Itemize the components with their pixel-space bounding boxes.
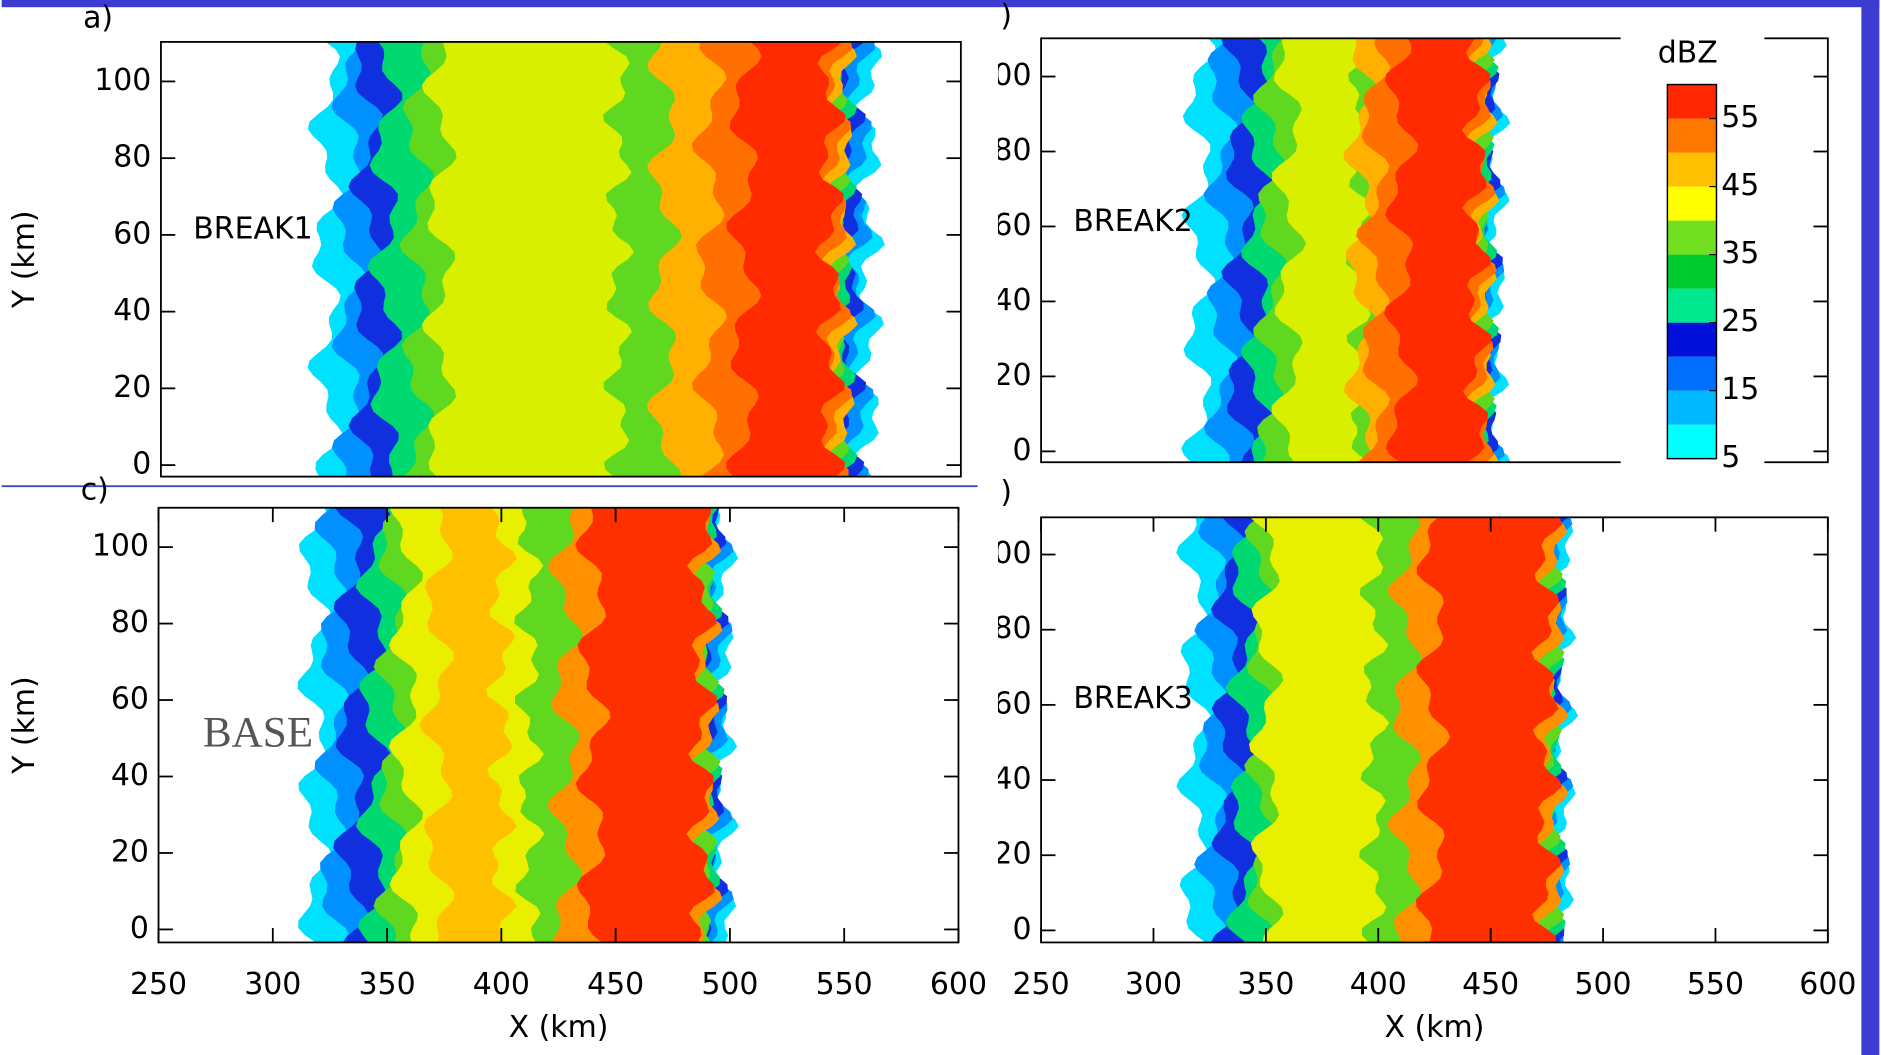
- reflectivity-field: [297, 507, 739, 943]
- colorbar-band: [1667, 322, 1717, 357]
- x-tick-label: 450: [587, 967, 644, 1002]
- reflectivity-band: [1415, 517, 1563, 943]
- y-axis-label: Y (km): [7, 210, 42, 309]
- plot-frame: [1040, 516, 1829, 944]
- reflectivity-band: [1248, 517, 1390, 943]
- panel-title: BASE: [203, 709, 313, 756]
- x-tick-label: 250: [130, 967, 187, 1002]
- x-tick-label: 400: [473, 967, 530, 1002]
- y-tick-label: 100: [974, 58, 1031, 93]
- colorbar-tick-label: 55: [1721, 100, 1759, 135]
- plot-frame: [1040, 37, 1829, 464]
- colorbar-tick-label: 15: [1721, 372, 1759, 407]
- y-tick-label: 20: [993, 837, 1031, 872]
- colorbar-title: dBZ: [1658, 35, 1718, 70]
- panel: 0 20 40 60 80 100 250 300 350 400 450 500 550 600 X (k…: [7, 472, 987, 1045]
- y-tick-label: 20: [111, 834, 149, 869]
- colorbar-band: [1667, 356, 1717, 391]
- colorbar-frame: [1666, 83, 1718, 460]
- colorbar-band: [1667, 424, 1717, 459]
- colorbar-band: [1667, 254, 1717, 289]
- y-tick-label: 40: [111, 758, 149, 793]
- colorbar-band: [1667, 152, 1717, 187]
- panel-label: ): [1000, 475, 1012, 510]
- panel-title: BREAK2: [1073, 204, 1192, 239]
- reflectivity-band: [575, 507, 717, 943]
- colorbar-band: [1667, 118, 1717, 153]
- y-tick-label: 80: [113, 140, 151, 175]
- y-tick-label: 0: [1012, 433, 1031, 468]
- colorbar-band: [1667, 186, 1717, 221]
- x-tick-label: 600: [930, 967, 987, 1002]
- x-tick-label: 600: [1799, 967, 1856, 1002]
- reflectivity-band: [421, 41, 635, 477]
- reflectivity-field: [1181, 38, 1511, 463]
- panel-label: ): [1000, 0, 1012, 33]
- y-tick-label: 60: [113, 216, 151, 251]
- panel: 0 20 40 60 80 100 Y (km) a) BREAK1: [7, 1, 962, 482]
- y-tick-label: 100: [94, 63, 151, 98]
- y-tick-label: 0: [132, 447, 151, 482]
- colorbar-tick-label: 25: [1721, 304, 1759, 339]
- y-tick-label: 80: [993, 133, 1031, 168]
- x-tick-label: 550: [1687, 967, 1744, 1002]
- panel: 0 20 40 60 80 100) BREAK2: [974, 0, 1829, 468]
- y-tick-label: 100: [92, 529, 149, 564]
- plot-frame: [160, 41, 962, 478]
- y-tick-label: 100: [974, 536, 1031, 571]
- frame-bar: [1861, 0, 1880, 1055]
- y-tick-label: 60: [993, 208, 1031, 243]
- colorbar-tick-label: 35: [1721, 236, 1759, 271]
- reflectivity-band: [726, 41, 846, 477]
- colorbar-band: [1667, 390, 1717, 425]
- panel: 0 20 40 60 80 100 250 300 350 400 450 500 550 600 X (k…: [974, 475, 1856, 1045]
- x-tick-label: 300: [244, 967, 301, 1002]
- y-tick-label: 0: [1012, 912, 1031, 947]
- y-tick-label: 20: [113, 370, 151, 405]
- x-tick-label: 400: [1350, 967, 1407, 1002]
- reflectivity-band: [1383, 38, 1492, 463]
- panel-label: a): [83, 1, 113, 36]
- y-tick-label: 80: [993, 611, 1031, 646]
- colorbar-tick-label: 5: [1721, 440, 1740, 475]
- colorbar-band: [1667, 84, 1717, 119]
- y-tick-label: 40: [113, 293, 151, 328]
- y-tick-label: 80: [111, 605, 149, 640]
- x-tick-label: 350: [359, 967, 416, 1002]
- x-tick-label: 250: [1013, 967, 1070, 1002]
- reflectivity-field: [307, 41, 885, 477]
- reflectivity-band: [1271, 38, 1376, 463]
- colorbar-tick-label: 45: [1721, 168, 1759, 203]
- reflectivity-band: [419, 507, 518, 943]
- panel-title: BREAK1: [193, 211, 312, 246]
- panel-title: BREAK3: [1073, 681, 1192, 716]
- y-axis-label: Y (km): [7, 676, 42, 775]
- y-tick-labels: 0 20 40 60 80 100: [974, 58, 1032, 468]
- x-tick-label: 300: [1125, 967, 1182, 1002]
- y-tick-label: 20: [993, 358, 1031, 393]
- x-axis-label: X (km): [509, 1010, 609, 1045]
- x-tick-label: 350: [1237, 967, 1294, 1002]
- colorbar-band: [1667, 220, 1717, 255]
- x-axis-label: X (km): [1385, 1010, 1485, 1045]
- y-tick-label: 60: [111, 682, 149, 717]
- x-tick-label: 500: [1574, 967, 1631, 1002]
- frame-bar: [1, 0, 1880, 8]
- x-tick-label: 450: [1462, 967, 1519, 1002]
- colorbar-band: [1667, 288, 1717, 323]
- x-tick-label: 500: [701, 967, 758, 1002]
- y-tick-label: 40: [993, 762, 1031, 797]
- x-tick-label: 550: [816, 967, 873, 1002]
- y-tick-label: 60: [993, 686, 1031, 721]
- plot-frame: [157, 506, 960, 944]
- y-tick-label: 40: [993, 283, 1031, 318]
- y-tick-labels: 0 20 40 60 80 100: [974, 536, 1032, 947]
- panel-label: c): [81, 472, 109, 507]
- y-tick-label: 0: [130, 911, 149, 946]
- reflectivity-field: [1176, 517, 1579, 943]
